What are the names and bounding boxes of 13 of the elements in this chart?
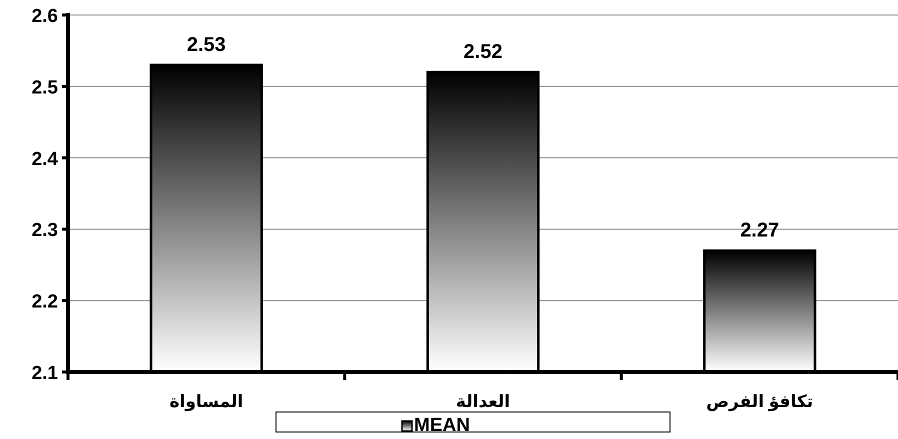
y-tick-label: 2.2	[32, 292, 58, 313]
data-label: 2.27	[740, 220, 780, 242]
x-tick-label: المساواة	[169, 392, 244, 412]
data-label: 2.52	[464, 41, 502, 64]
y-tick-label: 2.3	[32, 220, 58, 242]
y-tick-label: 2.6	[32, 6, 58, 27]
x-tick-label: تكافؤ الفرص	[706, 392, 814, 412]
y-tick-label: 2.1	[32, 363, 58, 384]
y-tick-label: 2.5	[32, 77, 58, 98]
y-tick-label: 2.4	[32, 148, 58, 170]
legend-label: MEAN	[414, 415, 470, 436]
data-label: 2.53	[186, 34, 226, 56]
x-tick-label: العدالة	[456, 392, 510, 411]
